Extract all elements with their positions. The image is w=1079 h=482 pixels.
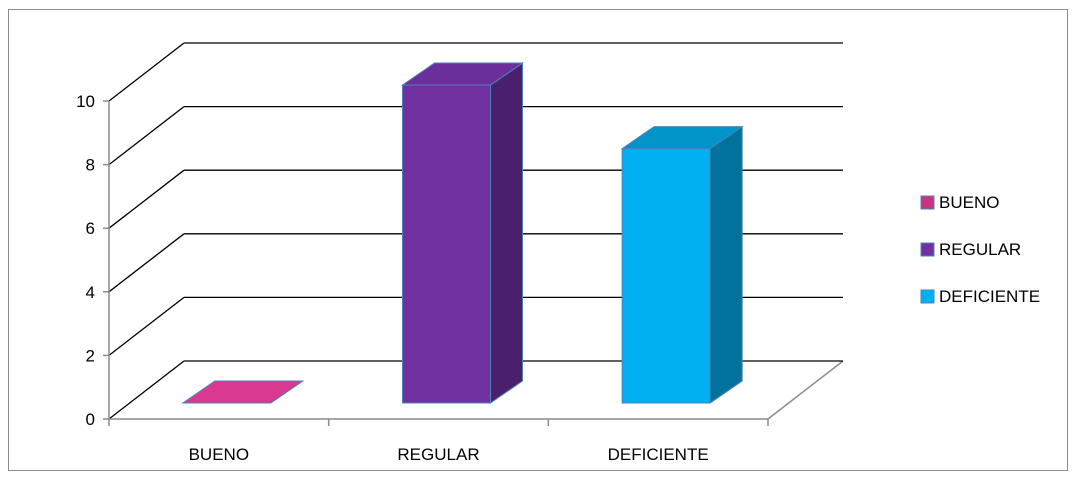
legend-swatch-regular <box>920 242 935 257</box>
y-tick-label-4: 4 <box>86 283 95 302</box>
y-tick-label-2: 2 <box>86 346 95 365</box>
bar-top-regular <box>400 62 525 86</box>
chart-area <box>8 9 1068 471</box>
gridline-depth-10 <box>108 42 185 102</box>
y-tick-label-6: 6 <box>86 219 95 238</box>
bar-bueno <box>181 380 305 404</box>
x-axis-ticks: BUENO REGULAR DEFICIENTE <box>108 419 769 464</box>
y-tick-label-10: 10 <box>76 92 95 111</box>
floor-right-edge <box>767 360 844 420</box>
bars <box>181 62 744 404</box>
bar-front-regular <box>402 84 491 404</box>
axes <box>108 101 768 420</box>
legend-item-regular: REGULAR <box>920 240 1021 259</box>
legend-label-regular: REGULAR <box>939 240 1021 259</box>
bar-deficiente <box>620 125 744 404</box>
legend-item-deficiente: DEFICIENTE <box>920 287 1040 306</box>
bar-regular <box>400 62 525 404</box>
y-tick-label-8: 8 <box>86 156 95 175</box>
y-tick-label-0: 0 <box>86 410 95 429</box>
bar-top-bueno <box>181 380 305 404</box>
gridline-depth-0 <box>108 360 185 420</box>
gridline-depth-8 <box>108 106 185 166</box>
gridline-depth-4 <box>108 233 185 293</box>
legend-swatch-deficiente <box>920 289 935 304</box>
x-tick-label-regular: REGULAR <box>397 445 479 464</box>
bar-top-deficiente <box>620 126 744 150</box>
legend-label-bueno: BUENO <box>939 193 999 212</box>
x-tick-label-bueno: BUENO <box>189 445 249 464</box>
legend-item-bueno: BUENO <box>920 193 999 212</box>
legend: BUENO REGULAR DEFICIENTE <box>920 193 1040 306</box>
bar-side-deficiente <box>709 125 743 404</box>
bar-front-deficiente <box>621 148 711 404</box>
legend-swatch-bueno <box>920 195 935 210</box>
legend-label-deficiente: DEFICIENTE <box>939 287 1040 306</box>
y-axis-ticks: 0 2 4 6 8 10 <box>76 92 109 429</box>
bar-side-regular <box>490 62 523 404</box>
gridline-depth-6 <box>108 169 185 229</box>
x-tick-label-deficiente: DEFICIENTE <box>608 445 709 464</box>
gridline-depth-2 <box>108 296 185 356</box>
chart-floor <box>767 360 844 420</box>
